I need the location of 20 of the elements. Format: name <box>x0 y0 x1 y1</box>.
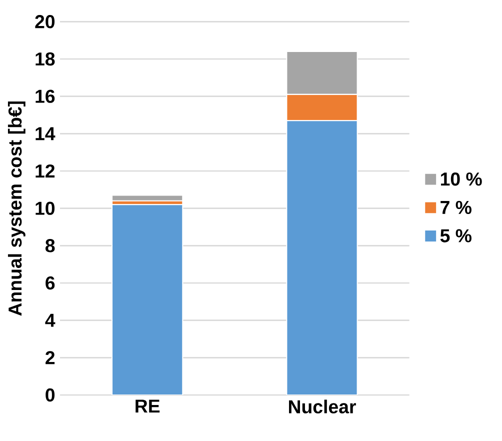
bar <box>111 194 184 202</box>
y-tick-label: 16 <box>36 90 55 103</box>
legend-label: 10 % <box>440 172 482 186</box>
y-tick-label: 0 <box>46 388 55 402</box>
legend-label: 5 % <box>440 229 472 242</box>
y-tick-label: 6 <box>46 276 55 290</box>
x-tick-label: Nuclear <box>289 400 356 414</box>
bar <box>286 120 358 395</box>
y-tick-label: 18 <box>36 52 55 66</box>
y-tick-label: 10 <box>36 202 55 215</box>
y-tick-label: 14 <box>36 127 56 140</box>
y-tick-label: 2 <box>46 351 55 364</box>
y-axis-title: Annual system cost [b€] <box>8 102 26 316</box>
legend-label: 7 % <box>440 200 472 214</box>
bar <box>111 204 184 395</box>
x-tick-label: RE <box>136 400 160 413</box>
y-tick-label: 20 <box>35 15 55 28</box>
y-tick-label: 12 <box>36 164 55 178</box>
y-tick-label: 4 <box>45 314 56 327</box>
y-tick-label: 8 <box>46 239 55 252</box>
